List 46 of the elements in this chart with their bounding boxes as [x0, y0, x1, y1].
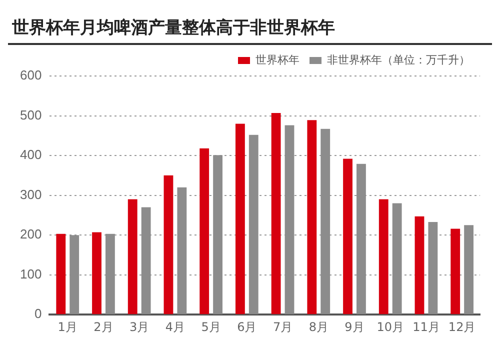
bar — [271, 112, 281, 314]
y-tick-label: 0 — [34, 306, 42, 322]
bar — [105, 234, 115, 314]
x-tick-label: 4月 — [165, 320, 186, 334]
bar — [56, 234, 66, 314]
bar — [213, 155, 222, 314]
bar — [284, 125, 294, 314]
bar — [428, 222, 438, 314]
bar — [70, 235, 80, 314]
x-tick-label: 11月 — [412, 320, 440, 334]
x-tick-label: 6月 — [237, 320, 257, 334]
bar — [177, 187, 187, 314]
chart-title: 世界杯年月均啤酒产量整体高于非世界杯年 — [8, 8, 492, 45]
bar — [450, 228, 460, 314]
bar — [307, 120, 317, 314]
legend-label: 非世界杯年（单位：万千升） — [327, 53, 470, 66]
x-tick-label: 5月 — [201, 320, 221, 334]
bar — [320, 128, 330, 314]
bar — [414, 216, 424, 314]
bar — [392, 203, 402, 314]
y-tick-label: 200 — [20, 226, 42, 242]
bar — [141, 207, 151, 314]
bar — [343, 158, 352, 314]
y-tick-label: 300 — [20, 186, 42, 202]
bar — [92, 232, 102, 314]
bar — [128, 199, 138, 314]
x-tick-label: 12月 — [448, 320, 476, 334]
x-tick-label: 9月 — [344, 320, 364, 334]
bar — [356, 164, 366, 314]
y-tick-label: 500 — [20, 107, 42, 122]
x-tick-label: 8月 — [308, 320, 328, 334]
x-tick-label: 10月 — [376, 320, 404, 334]
bar — [378, 199, 388, 314]
x-tick-label: 2月 — [94, 320, 114, 334]
bar — [164, 175, 174, 314]
x-tick-label: 3月 — [130, 320, 150, 334]
bar — [248, 134, 258, 314]
bar — [464, 225, 474, 314]
bar — [200, 148, 210, 314]
x-tick-label: 7月 — [272, 320, 293, 334]
legend-label: 世界杯年 — [256, 53, 300, 66]
y-tick-label: 600 — [20, 68, 42, 83]
x-tick-label: 1月 — [58, 320, 78, 334]
bar — [235, 124, 245, 314]
y-tick-label: 100 — [20, 266, 42, 282]
y-tick-label: 400 — [20, 147, 42, 162]
